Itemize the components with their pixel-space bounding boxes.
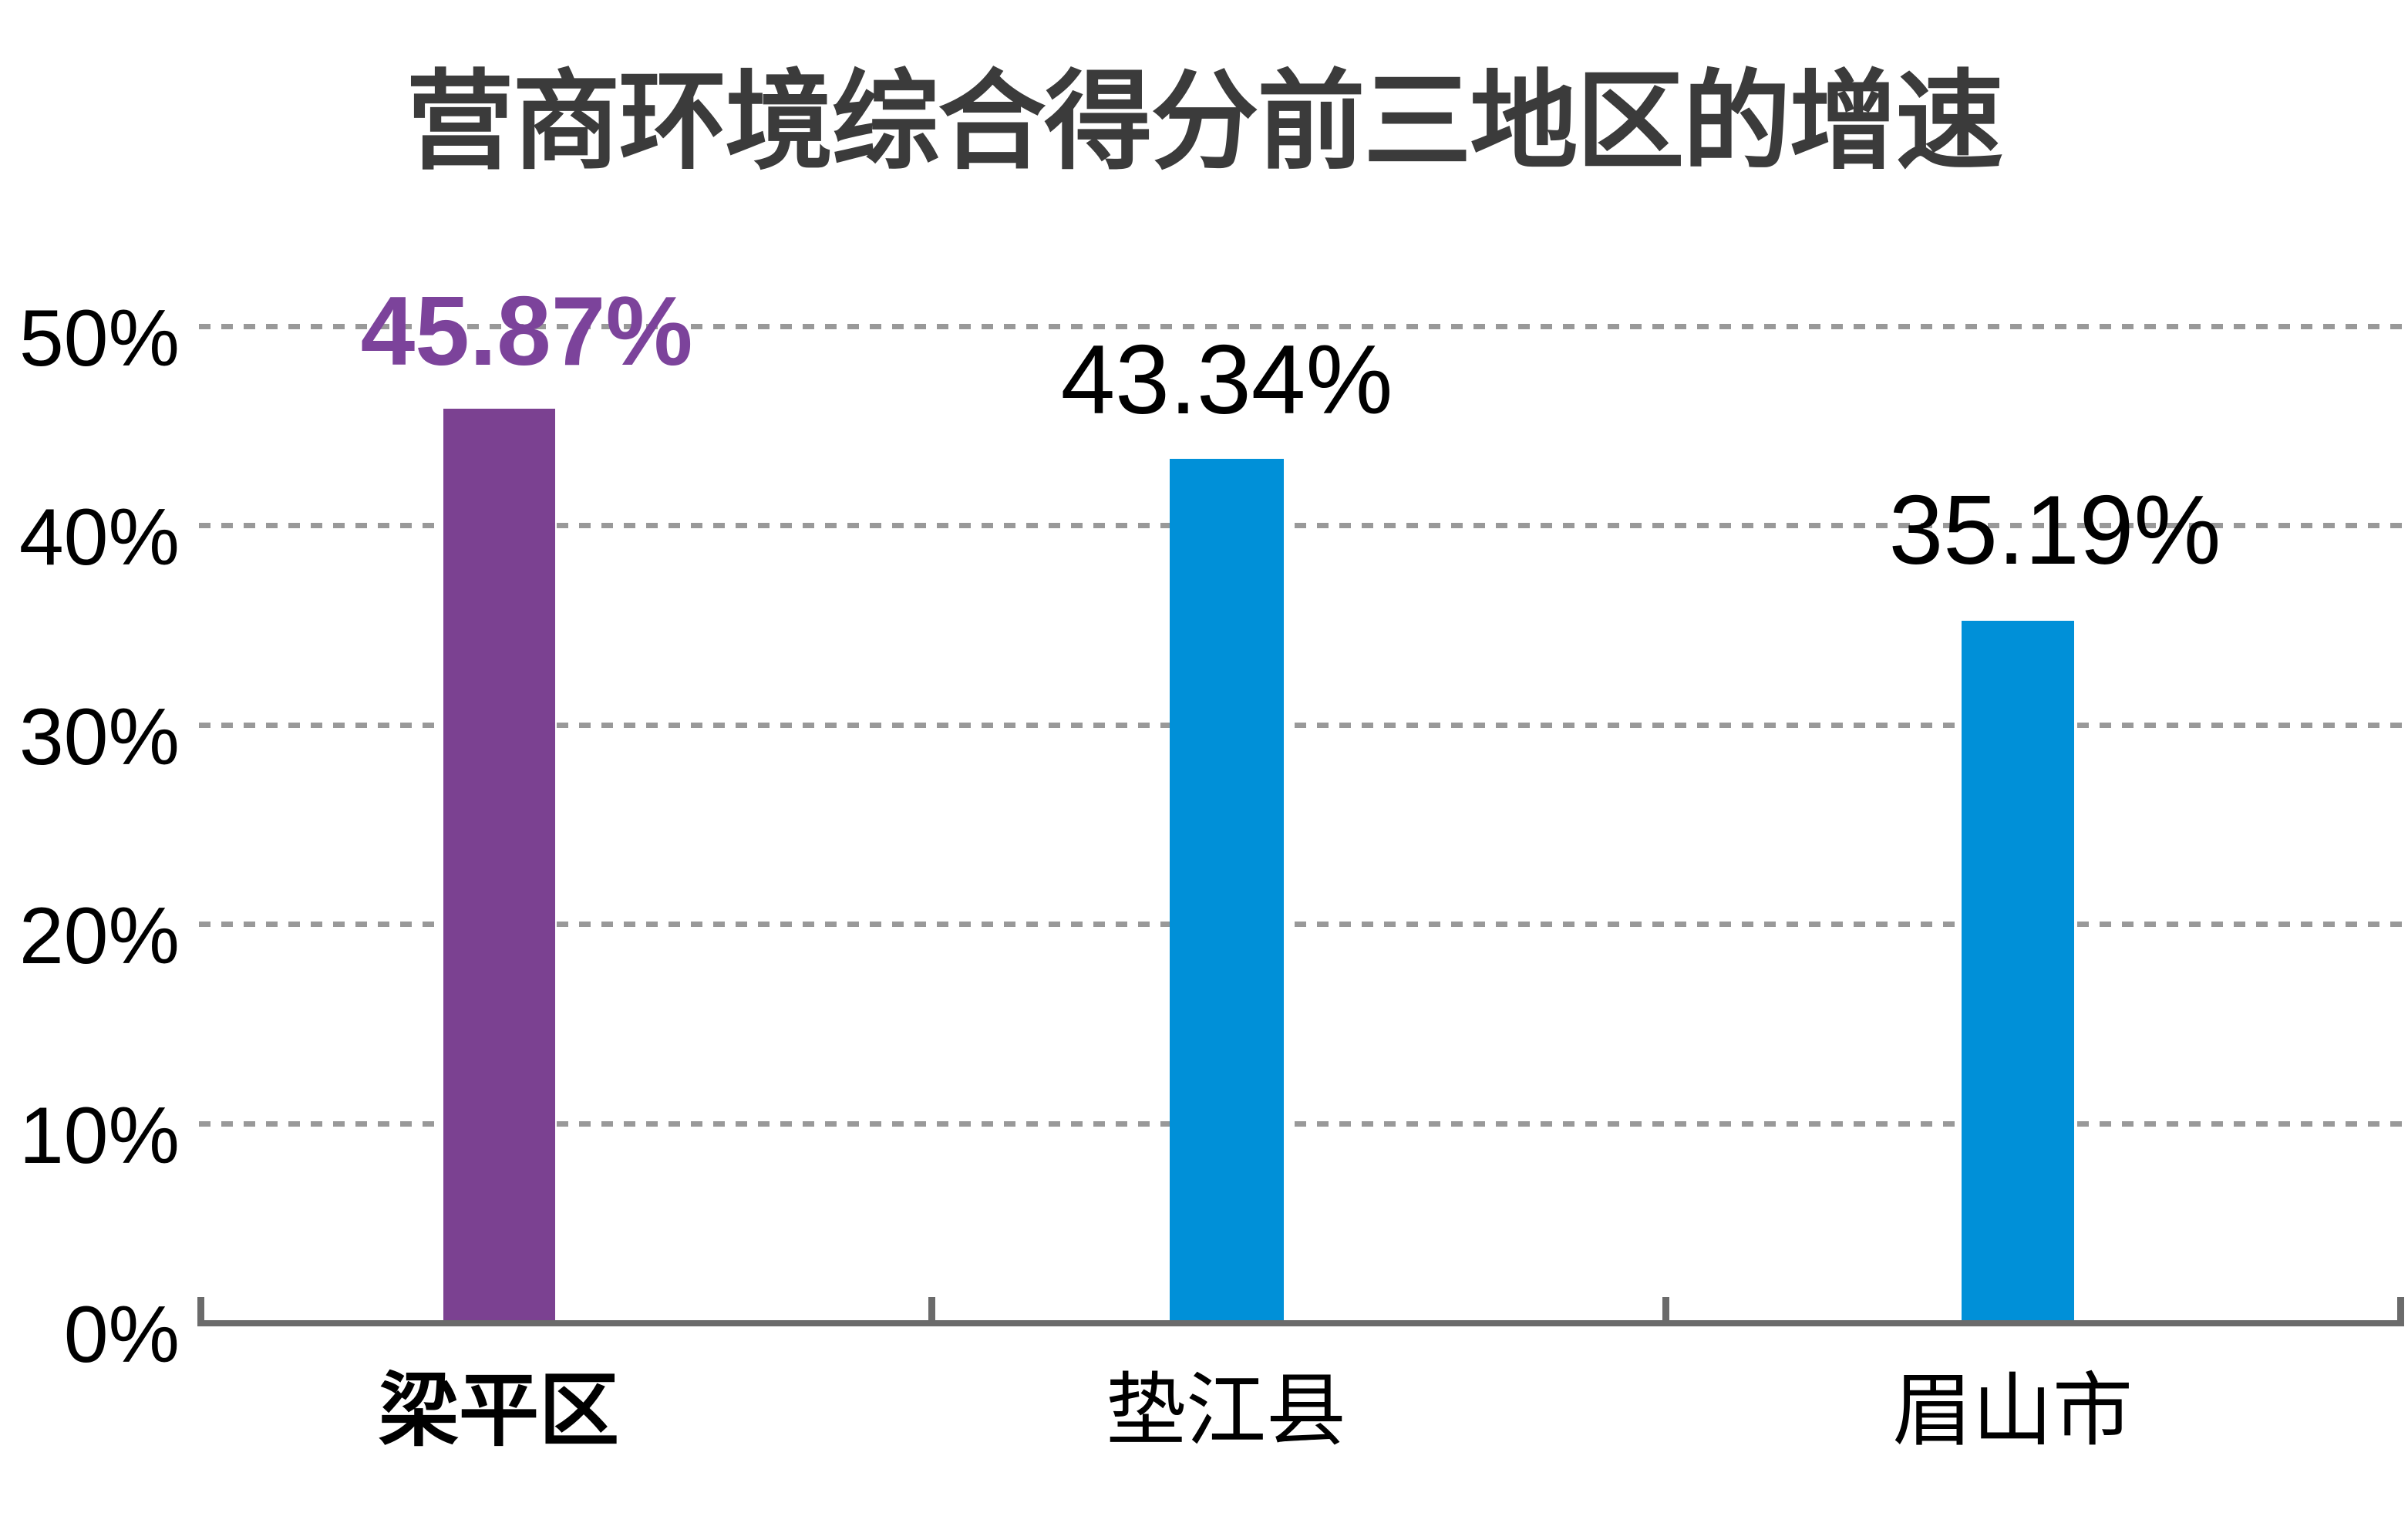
bar-dianjiangxian [1170,459,1284,1324]
category-label-dianjiangxian: 垫江县 [1105,1366,1347,1456]
x-axis-tick-mid2 [1662,1297,1669,1322]
category-label-meishanshi: 眉山市 [1891,1366,2134,1456]
gridline-40pct [199,523,2404,528]
x-axis-baseline [197,1320,2404,1326]
x-axis-tick-left [197,1297,204,1322]
category-label-liangpingqu: 梁平区 [378,1366,620,1456]
gridline-20pct [199,922,2404,927]
y-tick-label-50: 50% [19,294,180,383]
gridline-10pct [199,1121,2404,1127]
y-tick-label-20: 20% [19,891,180,981]
chart-title: 营商环境综合得分前三地区的增速 [406,61,2003,182]
bar-value-label-meishanshi: 35.19% [1888,475,2221,585]
y-tick-label-0: 0% [63,1290,180,1380]
bar-meishanshi [1962,621,2074,1324]
bar-liangpingqu [443,409,555,1324]
x-axis-tick-right [2397,1297,2404,1322]
x-axis-tick-mid1 [928,1297,935,1322]
bar-value-label-liangpingqu: 45.87% [360,276,693,386]
gridline-50pct [199,324,2404,329]
y-tick-label-10: 10% [19,1091,180,1181]
gridline-30pct [199,723,2404,728]
y-tick-label-30: 30% [19,692,180,782]
bar-value-label-dianjiangxian: 43.34% [1060,325,1393,434]
y-tick-label-40: 40% [19,493,180,582]
